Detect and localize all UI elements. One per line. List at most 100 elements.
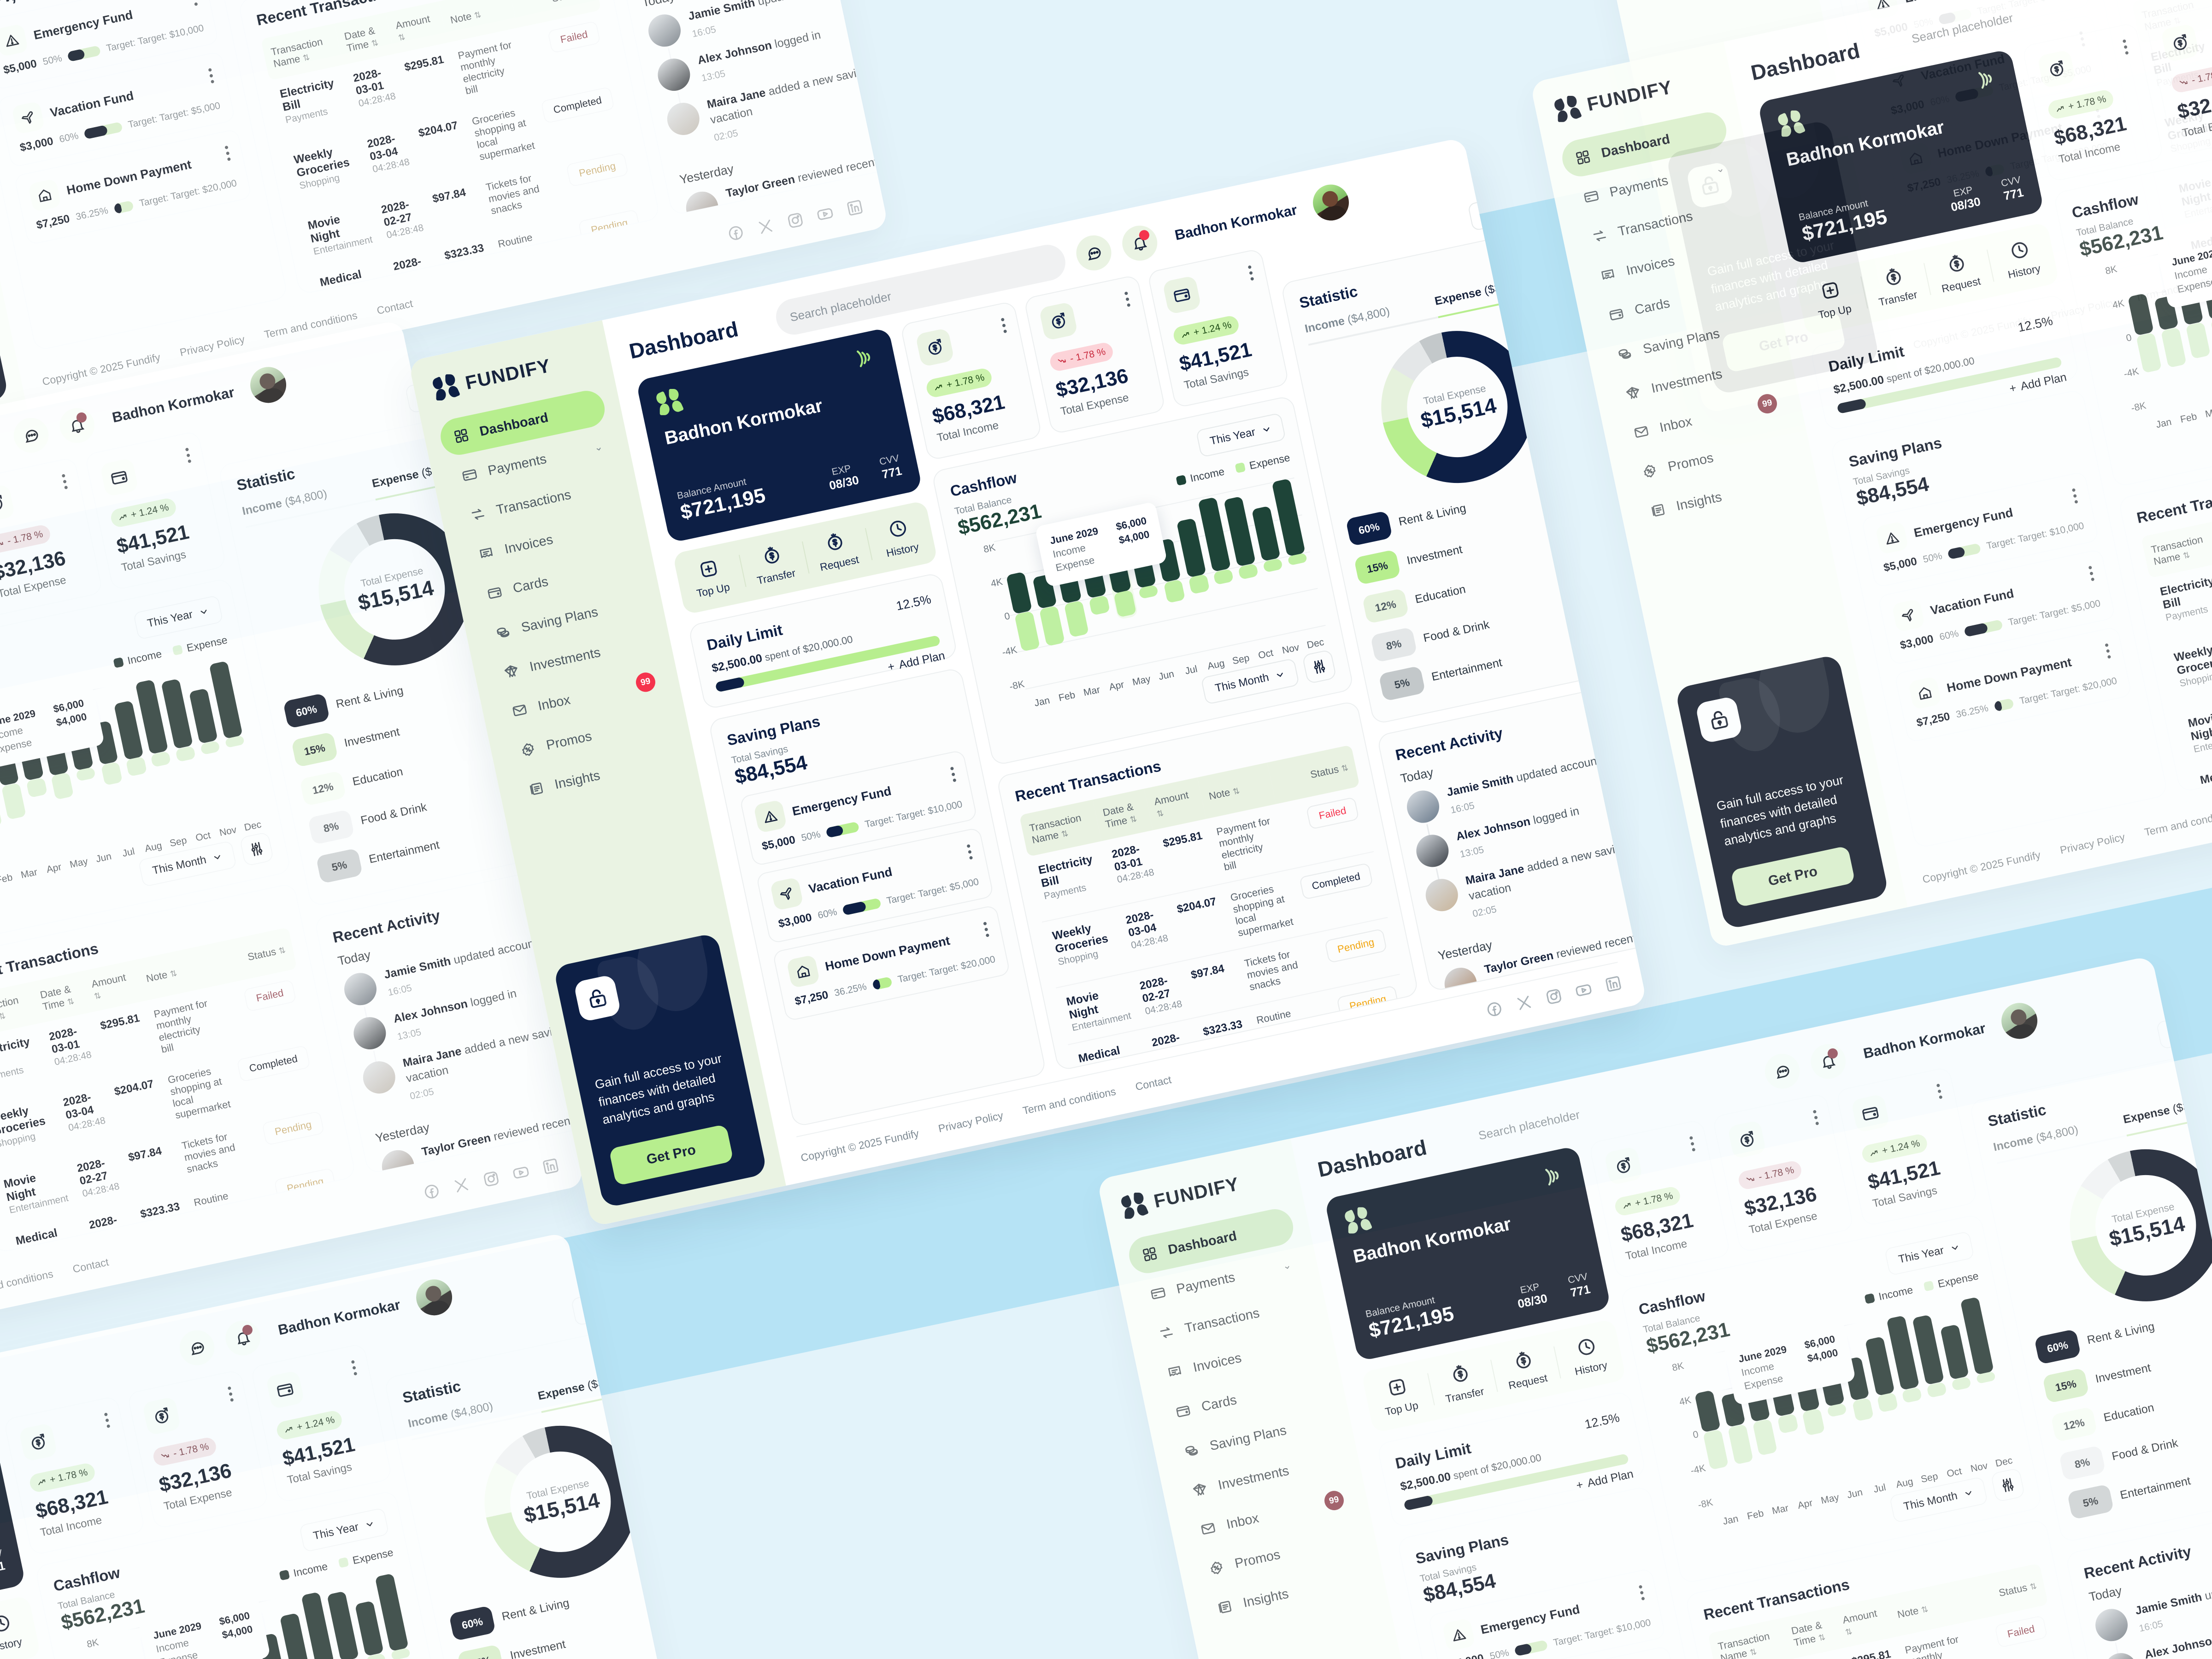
sort-icon: ⇅ [1156,808,1165,819]
action-top-up[interactable]: Top Up [675,552,746,603]
action-history[interactable]: History [865,512,935,563]
cashflow-card: Cashflow Total Balance $562,231 This Yea… [931,395,1354,766]
grid-icon [451,425,472,446]
trend-value: - 1.78 % [1069,346,1107,365]
category-name: Education [1414,582,1467,606]
x-tick: Jul [1184,664,1199,677]
cashflow-range-select[interactable]: This Year [1195,412,1286,458]
facebook-icon[interactable] [1484,999,1505,1022]
mail-icon [509,700,530,721]
get-pro-button[interactable]: Get Pro [608,1124,734,1186]
category-name: Investment [1406,542,1464,567]
action-request[interactable]: Request [801,525,872,576]
bar-expense [1039,605,1065,647]
category-name: Rent & Living [1397,501,1467,529]
sidebar-item-label: Inbox [536,692,572,714]
unlock-icon [573,974,622,1022]
plan-percent: 36.25% [833,981,868,999]
dashboard-grid: Badhon Kormokar Balance Amount $721,195 … [635,184,1647,1128]
tile-more-button[interactable] [1000,315,1007,336]
sort-icon: ⇅ [1060,829,1070,839]
brand-name: FUNDIFY [463,354,553,394]
daily-limit-spent: $2,500.00 [711,651,764,675]
action-label: Request [818,553,860,573]
tx-note: Payment for monthly electricity bill [1215,815,1271,873]
plus-square-icon [675,552,742,585]
trend-chip: + 1.78 % [925,367,994,399]
daily-limit-percent: 12.5% [894,592,933,613]
action-label: Top Up [695,581,731,600]
plan-amount: $5,000 [760,833,797,853]
sidebar-item-label: Cards [512,574,550,596]
bar-expense [1064,600,1089,637]
user-name: Badhon Kormokar [1173,201,1299,243]
saving-plan-item[interactable]: Emergency Fund $5,000 50% Target: Target… [739,749,978,867]
saving-plan-item[interactable]: Vacation Fund $3,000 60% Target: Target:… [755,827,994,944]
plane-icon [770,877,804,911]
x-tick: Feb [1058,689,1077,704]
tile-more-button[interactable] [1247,263,1254,283]
x-tick: May [1131,673,1152,688]
trend-up-icon [1182,332,1189,338]
sidebar-item-label: Payments [486,451,548,478]
sidebar-item-label: Saving Plans [520,604,600,635]
bar-expense [1088,594,1111,616]
action-transfer[interactable]: Transfer [738,539,809,589]
bar-income [1006,571,1032,615]
bar-expense [1188,573,1210,594]
exchange-icon [468,504,488,524]
youtube-icon[interactable] [1573,980,1594,1003]
card-holder-name: Badhon Kormokar [663,395,824,449]
x-tick: Mar [1082,684,1101,699]
main-content: Dashboard Badhon Kormokar [602,137,1647,1186]
sliders-icon[interactable] [1301,649,1337,684]
bar-expense [1014,611,1040,652]
status-badge: Completed [1299,862,1373,900]
cashflow-month-select[interactable]: This Month [1200,658,1300,705]
topbar: Dashboard Badhon Kormokar [626,159,1454,369]
quick-actions: Top Up Transfer Request History [672,500,938,615]
legend-item: Expense [1235,451,1291,475]
category-percent: 60% [1345,510,1393,547]
x-icon[interactable] [1514,993,1535,1016]
category-percent: 15% [1353,549,1401,585]
tx-amount: $204.07 [1176,895,1218,916]
diamond-icon [501,661,522,682]
instagram-icon[interactable] [1543,986,1565,1010]
saving-plans-card: + Add Plan Saving Plans Total Savings $8… [708,649,1047,1128]
avatar[interactable] [1309,181,1352,224]
bar-income [1252,506,1281,562]
footer-link[interactable]: Term and conditions [1021,1085,1117,1117]
plan-name: Vacation Fund [807,865,894,896]
plan-more-button[interactable] [191,0,199,9]
tx-note: Tickets for movies and snacks [1243,948,1299,993]
messages-button[interactable] [1073,232,1115,274]
coins-icon [493,622,513,642]
x-tick: Sep [1231,653,1251,667]
legend-label: Income [1189,465,1226,484]
x-tick: Jun [1157,668,1175,682]
search-box[interactable] [773,241,1069,338]
category-percent: 12% [1362,588,1409,624]
dollar-arrow-down-icon [801,525,869,559]
footer-link[interactable]: Contact [1134,1073,1173,1093]
notifications-button[interactable] [1119,222,1161,264]
x-tick: Jan [1033,695,1051,709]
plan-amount: $5,000 [2,57,38,77]
x-tick: Apr [1108,679,1125,693]
linkedin-icon[interactable] [1603,974,1624,997]
sort-icon: ⇅ [473,10,482,21]
saving-plan-item[interactable]: Emergency Fund $5,000 50% Target: Target… [0,0,219,90]
footer-link[interactable]: Privacy Policy [937,1109,1005,1135]
action-label: Transfer [756,566,797,587]
plan-name: Emergency Fund [32,7,134,42]
x-tick: Aug [1206,658,1226,672]
tile-more-button[interactable] [1124,289,1131,310]
search-icon [1051,258,1064,272]
trend-value: + 1.24 % [1192,319,1233,338]
saving-plan-item[interactable]: Home Down Payment $7,250 36.25% Target: … [772,904,1011,1022]
action-label: History [885,541,920,559]
plan-percent: 60% [817,906,838,921]
saving-plans-list: Emergency Fund $5,000 50% Target: Target… [739,749,1011,1022]
